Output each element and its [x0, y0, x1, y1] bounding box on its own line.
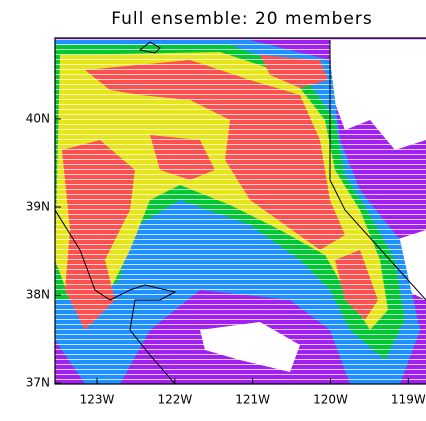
x-tick-label: 123W: [80, 393, 115, 407]
y-tick-label: 39N: [26, 200, 50, 214]
x-tick-label: 119W: [391, 393, 426, 407]
y-tick-label: 38N: [26, 288, 50, 302]
map-title: Full ensemble: 20 members: [111, 9, 372, 29]
x-tick-label: 121W: [235, 393, 270, 407]
x-tick-label: 122W: [157, 393, 192, 407]
y-tick-label: 40N: [26, 111, 50, 125]
map-figure: Full ensemble: 20 members 123W 122W 121W 12…: [0, 0, 426, 421]
x-tick-label: 120W: [313, 393, 348, 407]
contour-field: [55, 38, 426, 384]
y-tick-label: 37N: [26, 376, 50, 390]
